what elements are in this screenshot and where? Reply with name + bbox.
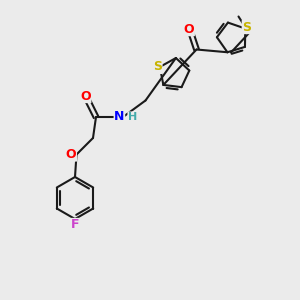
Text: O: O [184,22,194,36]
Text: S: S [242,21,251,34]
Text: N: N [114,110,124,124]
Text: S: S [153,60,162,74]
Text: F: F [71,218,79,232]
Text: H: H [128,112,137,122]
Text: O: O [80,89,91,103]
Text: O: O [66,148,76,161]
